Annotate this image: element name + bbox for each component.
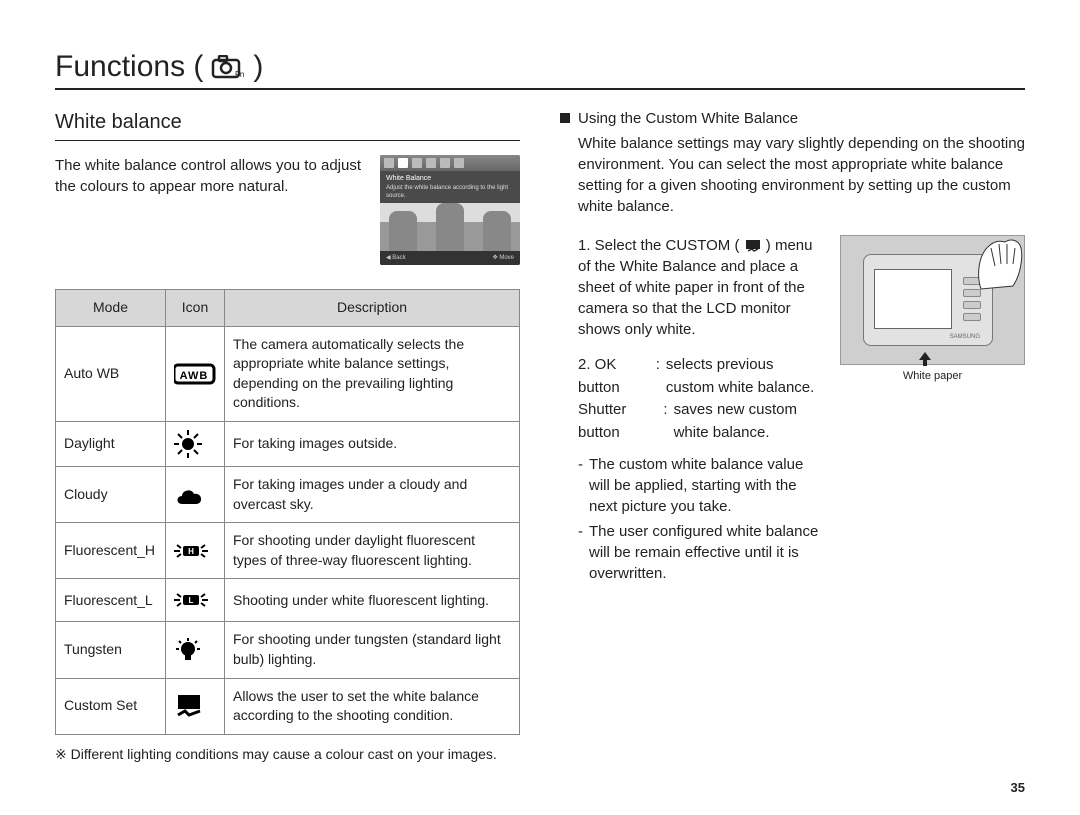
fl_h-icon [166,523,225,579]
th-desc: Description [225,290,520,327]
note-1: The user configured white balance will b… [589,521,824,584]
camera-lcd-preview: White Balance Adjust the white balance a… [380,155,520,265]
title-suffix: ) [253,50,263,84]
note-0: The custom white balance value will be a… [589,454,824,517]
btn-row-0-sep: : [656,354,660,399]
white-balance-table: Mode Icon Description Auto WB The camera … [55,289,520,735]
right-column: Using the Custom White Balance White bal… [560,108,1025,764]
svg-text:Fn: Fn [235,70,244,79]
table-row: Daylight For taking images outside. [56,421,520,466]
desc-cell: For shooting under tungsten (standard li… [225,622,520,678]
mode-cell: Cloudy [56,466,166,522]
mode-cell: Fluorescent_H [56,523,166,579]
custom-icon [166,678,225,734]
btn-row-1-text: saves new custom white balance. [674,399,824,444]
camera-illustration: SAMSUNG White paper [840,235,1025,588]
table-row: Tungsten For shooting under tungsten (sta… [56,622,520,678]
lcd-move: Move [499,255,514,261]
lcd-back: Back [392,255,405,261]
btn-row-1-label: Shutter button [578,399,657,444]
th-icon: Icon [166,290,225,327]
right-intro: White balance settings may vary slightly… [578,133,1025,217]
bulb-icon [166,622,225,678]
button-table: 2. OK button : selects previous custom w… [578,354,824,444]
th-mode: Mode [56,290,166,327]
table-row: Auto WB The camera automatically selects … [56,326,520,421]
table-row: Fluorescent_H For shooting under daylight… [56,523,520,579]
intro-text: The white balance control allows you to … [55,155,366,265]
mode-cell: Tungsten [56,622,166,678]
arrow-up-icon [919,352,931,366]
btn-row-0-label: 2. OK button [578,354,650,399]
title-prefix: Functions ( [55,50,203,84]
left-column: White balance The white balance control … [55,108,520,764]
cloud-icon [166,466,225,522]
page-number: 35 [1011,780,1025,795]
step1-text: 1. Select the CUSTOM ( ) menu of the Whi… [578,235,824,340]
lcd-title: White Balance [386,174,514,184]
fl_l-icon [166,579,225,622]
hand-icon [971,234,1026,294]
desc-cell: The camera automatically selects the app… [225,326,520,421]
illustration-caption: White paper [840,369,1025,384]
lcd-desc: Adjust the white balance according to th… [386,184,514,201]
right-heading: Using the Custom White Balance [578,108,798,129]
step1-a: 1. Select the CUSTOM ( [578,237,739,254]
table-row: Custom Set Allows the user to set the whi… [56,678,520,734]
awb-icon [166,326,225,421]
section-subtitle: White balance [55,108,520,141]
footnote: ※ Different lighting conditions may caus… [55,745,520,765]
desc-cell: Allows the user to set the white balance… [225,678,520,734]
notes-list: -The custom white balance value will be … [578,454,824,584]
camera-fn-icon: Fn [211,55,245,79]
table-row: Cloudy For taking images under a cloudy a… [56,466,520,522]
sun-icon [166,421,225,466]
desc-cell: For shooting under daylight fluorescent … [225,523,520,579]
camera-brand: SAMSUNG [950,333,980,341]
desc-cell: Shooting under white fluorescent lightin… [225,579,520,622]
page-title: Functions ( Fn ) [55,50,1025,90]
mode-cell: Daylight [56,421,166,466]
mode-cell: Fluorescent_L [56,579,166,622]
desc-cell: For taking images under a cloudy and ove… [225,466,520,522]
mode-cell: Custom Set [56,678,166,734]
desc-cell: For taking images outside. [225,421,520,466]
mode-cell: Auto WB [56,326,166,421]
btn-row-1-sep: : [663,399,667,444]
table-row: Fluorescent_L Shooting under white fluore… [56,579,520,622]
btn-row-0-text: selects previous custom white balance. [666,354,824,399]
square-bullet-icon [560,113,570,123]
custom-icon [744,239,762,253]
